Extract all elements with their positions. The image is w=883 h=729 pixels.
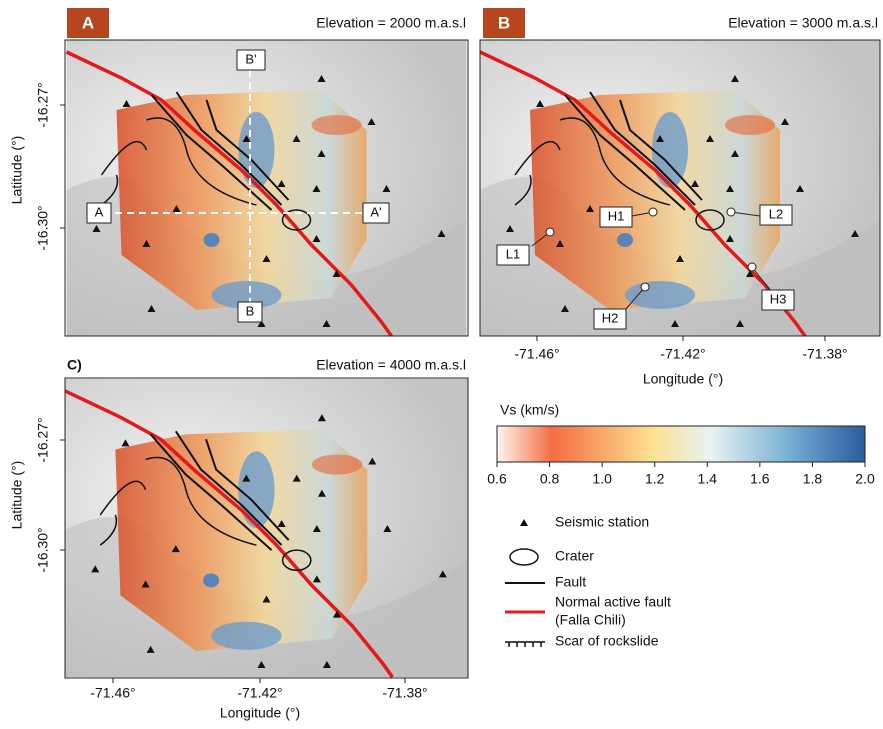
colorbar-tick-label: 2.0 [855, 471, 875, 487]
y-axis-label: Latitude (°) [9, 136, 25, 205]
panel-label: A [82, 13, 94, 32]
marker-box [761, 289, 795, 311]
legend-label: Fault [555, 574, 586, 590]
panel-a: A Elevation = 2000 m.a.s.l A A' B' B -16… [9, 8, 469, 337]
frame [64, 39, 469, 337]
marker-label: A' [370, 204, 381, 219]
colorbar-tick-label: 1.0 [592, 471, 612, 487]
map [480, 40, 880, 336]
marker-dot [648, 207, 658, 217]
x-tick-label: -71.38° [382, 685, 427, 701]
panel-label: B [498, 13, 510, 32]
legend-label: Seismic station [555, 514, 649, 530]
panel-b: B Elevation = 3000 m.a.s.l H1 L2 L1 H3 H… [479, 8, 881, 387]
marker-label: L2 [769, 206, 783, 221]
x-tick-label: -71.42° [660, 346, 705, 362]
y-axis-label: Latitude (°) [9, 461, 25, 530]
frame [479, 39, 881, 337]
profile-markers: A A' B' B [86, 49, 390, 323]
panel-title: Elevation = 3000 m.a.s.l [728, 15, 878, 31]
marker-box [599, 206, 633, 228]
colorbar-ramp [496, 425, 866, 463]
legend-label: (Falla Chili) [555, 612, 626, 628]
colorbar-tick-label: 1.6 [750, 471, 770, 487]
panel-badge [67, 8, 109, 38]
x-tick-label: -71.38° [802, 346, 847, 362]
marker-box [86, 202, 112, 224]
colorbar-tick-label: 0.6 [487, 471, 507, 487]
leader [531, 211, 771, 311]
colorbar-tick-label: 1.8 [803, 471, 823, 487]
marker-box [362, 202, 390, 224]
x-axis-label: Longitude (°) [643, 371, 723, 387]
frame [64, 377, 469, 679]
x-axis-label: Longitude (°) [220, 705, 300, 721]
panel-title: Elevation = 4000 m.a.s.l [316, 357, 466, 373]
marker-dot [545, 227, 555, 237]
x-tick-label: -71.46° [514, 346, 559, 362]
y-tick-label: -16.30° [35, 205, 51, 250]
panel-title: Elevation = 2000 m.a.s.l [316, 15, 466, 31]
legend: Seismic station Crater Fault Normal acti… [505, 514, 671, 649]
marker-box [237, 301, 263, 323]
marker-dot [747, 262, 757, 272]
panel-c: C) Elevation = 4000 m.a.s.l -16.27° -16.… [9, 357, 469, 721]
panel-badge [483, 8, 525, 38]
marker-label: B' [245, 51, 256, 66]
marker-dot [640, 282, 650, 292]
anomaly-markers: H1 L2 L1 H3 H2 [496, 204, 795, 330]
legend-scar [505, 641, 545, 647]
y-tick-label: -16.30° [35, 527, 51, 572]
x-tick-label: -71.42° [237, 685, 282, 701]
map [65, 40, 468, 336]
colorbar: Vs (km/s) 0.6 0.8 1.0 1.2 1.4 1.6 1.8 2.0 [487, 402, 875, 487]
colorbar-tick-label: 1.2 [645, 471, 665, 487]
marker-label: H1 [608, 208, 625, 223]
colorbar-tick-label: 1.4 [698, 471, 718, 487]
marker-label: A [95, 204, 104, 219]
marker-box [236, 49, 266, 71]
marker-box [496, 244, 530, 266]
marker-box [593, 308, 627, 330]
legend-station [520, 519, 528, 526]
colorbar-tick-label: 0.8 [540, 471, 560, 487]
marker-box [759, 204, 793, 226]
marker-label: B [246, 303, 255, 318]
marker-label: H2 [602, 310, 619, 325]
map [65, 378, 468, 678]
colorbar-title: Vs (km/s) [500, 402, 559, 418]
marker-dot [726, 207, 736, 217]
legend-label: Scar of rockslide [555, 633, 659, 649]
legend-label: Crater [555, 548, 594, 564]
x-tick-label: -71.46° [90, 685, 135, 701]
y-tick-label: -16.27° [35, 82, 51, 127]
legend-label: Normal active fault [555, 594, 671, 610]
marker-label: H3 [770, 291, 787, 306]
marker-label: L1 [506, 246, 520, 261]
legend-crater [509, 548, 539, 566]
y-tick-label: -16.27° [35, 417, 51, 462]
panel-label: C) [67, 357, 82, 373]
